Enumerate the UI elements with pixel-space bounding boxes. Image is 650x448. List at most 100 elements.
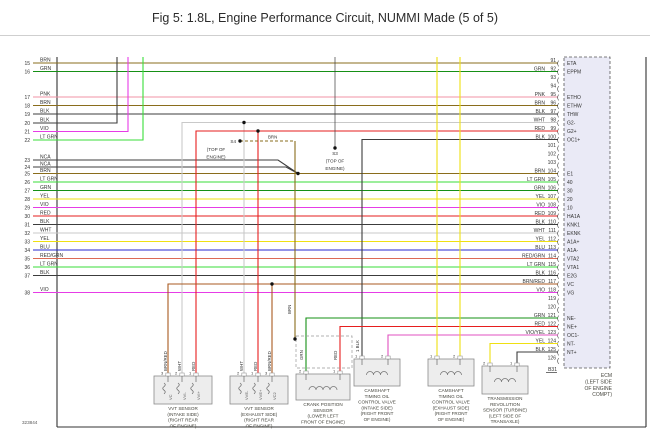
ecm-pin-number-106: 106 [548,186,557,192]
ecm-pin-number-123: 123 [548,330,557,336]
ecm-pin-connector-113: ( [557,247,560,254]
ecm-pin-connector-99: ( [557,128,560,135]
camshaft-timing-ocv-intake-caption-line: OF ENGINE) [364,417,391,422]
ecm-pin-connector-93: ( [557,77,560,84]
left-pin-number-30: 30 [24,214,30,220]
ecm-wire-color-100: BLK [536,135,546,141]
ecm-pin-connector-92: ( [557,69,560,76]
left-wire-color-21: VIO [40,126,49,132]
wire-g2-minus [181,121,558,376]
ecm-pin-number-108: 108 [548,203,557,209]
ecm-wire-color-117: BRN/RED [522,279,545,285]
left-pin-number-29: 29 [24,206,30,212]
ecm-pin-connector-112: ( [557,239,560,246]
ecm-pin-number-116: 116 [548,271,556,277]
wire-left-pin-24 [33,166,299,174]
camshaft-timing-ocv-exhaust-pin-number-2: 2 [453,354,456,359]
camshaft-timing-ocv-intake-pin-terminal-2 [385,355,391,360]
camshaft-timing-ocv-exhaust-caption-line: TIMING OIL [439,394,464,399]
crank-position-sensor-caption-line: (LOWER LEFT [308,414,339,419]
vvt-sensor-intake-pin-terminal-2 [179,372,185,377]
splice-S4-note: (TOP OF [207,147,226,152]
ecm-wire-color-114: RED/GRN [522,254,545,260]
ecm-pin-connector-119: ( [557,298,560,305]
ecm-wire-color-104: BRN [534,169,545,175]
ecm-pin-label2-115: VTA1 [567,265,579,271]
ecm-pin-connector-106: ( [557,188,560,195]
wire-nt-minus [489,342,558,366]
vvt-sensor-exhaust-caption-line: OF ENGINE) [246,423,273,428]
ecm-pin-number-103: 103 [548,160,557,166]
ecm-pin-connector-101: ( [557,145,560,152]
crank-position-sensor-pin-number-1: 1 [333,369,336,374]
left-pin-number-24: 24 [24,165,30,171]
vvt-sensor-intake-element-symbol [190,382,194,395]
wire-color-label: BRN [268,135,277,140]
vvt-sensor-exhaust-element-symbol [238,382,242,395]
transmission-revolution-sensor-box [481,365,529,395]
left-wire-color-20: BLK [40,118,50,124]
ecm-pin-number-121: 121 [548,313,557,319]
left-pin-number-23: 23 [24,158,30,164]
crank-position-sensor-coil-symbol [308,386,338,391]
ecm-pin-number-100: 100 [548,135,557,141]
ecm-pin-connector-125: ( [557,349,560,356]
camshaft-timing-ocv-exhaust-pin-terminal-2 [457,355,463,360]
left-wire-color-26: LT GRN [40,177,58,183]
transmission-revolution-sensor-pin-number-2: 2 [483,361,486,366]
splice-S3: S3 [332,151,338,156]
junction-dot [270,282,274,286]
ecm-pin-connector-95: ( [557,94,560,101]
left-wire-color-27: GRN [40,185,52,191]
figure-title-bar: Fig 5: 1.8L, Engine Performance Circuit,… [0,0,650,36]
ecm-pin-number-115: 115 [548,262,556,268]
ecm-wire-color-110: BLK [536,220,546,226]
ecm-wire-color-116: BLK [536,271,546,277]
vvt-sensor-exhaust-pin-number-3: 3 [265,371,268,376]
ecm-wire-color-108: VIO [536,203,545,209]
ecm-pin-number-102: 102 [548,152,557,158]
ecm-pin-label2-106: 30 [567,189,573,195]
junction-dot [296,171,300,176]
crank-position-sensor-pin-terminal-1 [337,370,343,375]
wire-oc1-minus [387,334,558,359]
ecm-pin-number-110: 110 [548,220,556,226]
ecm-pin-number-125: 125 [548,347,557,353]
ecm-pin-label2-116: E2G [567,274,577,280]
ecm-pin-number-91: 91 [550,58,556,64]
ecm-pin-number-99: 99 [550,126,556,132]
ecm-pin-number-104: 104 [548,169,557,175]
ecm-pin-label2-95: ETHO [567,95,581,101]
transmission-revolution-sensor-pin-number-1: 1 [510,361,513,366]
vvt-sensor-intake-pin-number-2: 2 [175,371,178,376]
vvt-sensor-exhaust-element-symbol [252,382,256,395]
ecm-pin-number-107: 107 [548,194,557,200]
ecm-pin-label2-125: NT+ [567,350,577,356]
ecm-pin-connector-114: ( [557,256,560,263]
ecm-pin-number-109: 109 [548,211,557,217]
ecm-pin-label2-96: ETHW [567,104,582,110]
left-pin-number-31: 31 [24,223,30,229]
ecm-pin-label2-121: NE- [567,316,576,322]
ecm-pin-number-113: 113 [548,245,556,251]
ecm-wire-color-99: RED [534,126,545,132]
vvt-sensor-intake-wire-color-2: WHT [177,361,182,371]
camshaft-timing-ocv-intake-caption-line: CAMSHAFT [364,388,389,393]
left-wire-color-23: NCA [40,155,51,161]
left-wire-color-24: NCA [40,162,51,168]
wire-left-pin-21 [33,57,129,133]
ecm-pin-number-117: 117 [548,279,556,285]
crank-position-sensor-caption-line: SENSOR [313,408,333,413]
transmission-revolution-sensor-caption-line: (LEFT SIDE OF [489,413,522,418]
ecm-wire-color-113: BLU [535,245,545,251]
ecm-pin-connector-104: ( [557,171,560,178]
ecm-pin-number-111: 111 [548,228,556,234]
ecm-wire-color-124: YEL [536,339,546,345]
ecm-caption-line: COMPT) [592,392,612,398]
left-pin-number-17: 17 [24,95,30,101]
junction-dot [293,337,297,341]
ecm-pin-label2-110: KNK1 [567,223,580,229]
ecm-pin-label2-98: G2- [567,121,576,127]
crank-position-sensor-pin-terminal-2 [303,370,309,375]
ecm-pin-label2-112: A1A+ [567,240,579,246]
